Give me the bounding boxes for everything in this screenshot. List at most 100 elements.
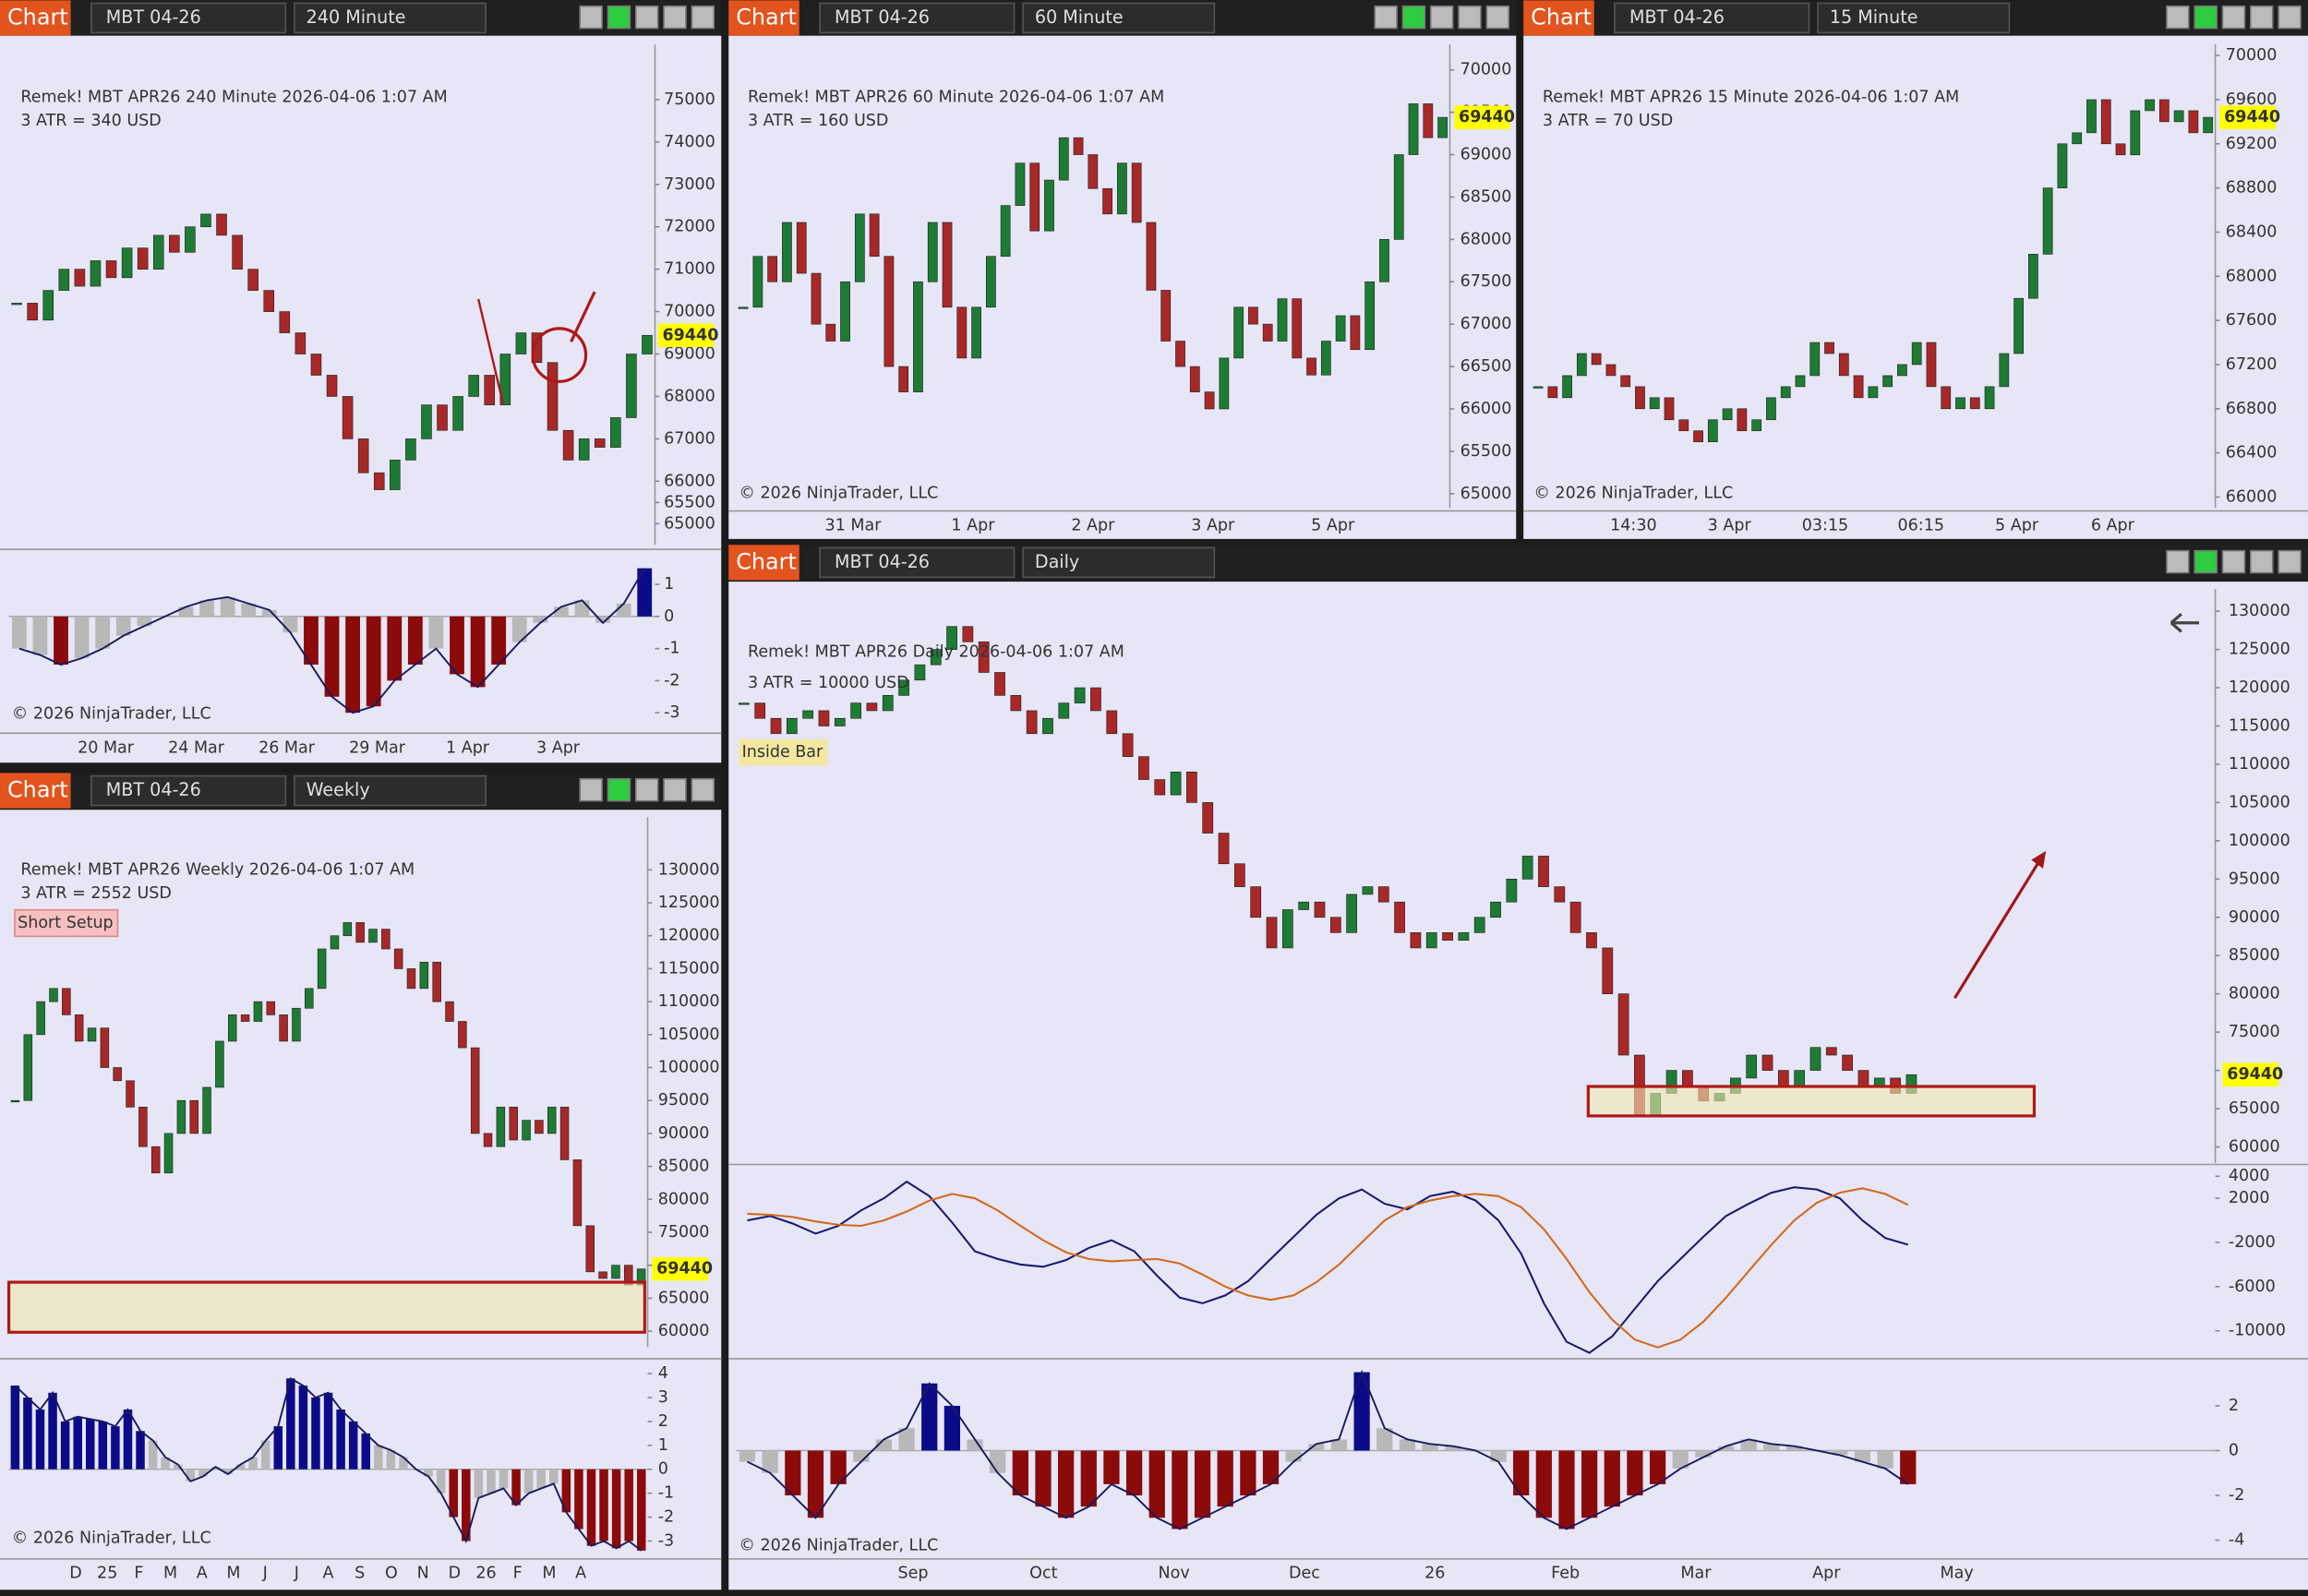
x-tick-label: 3 Apr xyxy=(1708,517,1752,535)
candle xyxy=(1350,315,1361,351)
instrument-dropdown[interactable] xyxy=(90,774,287,807)
candle xyxy=(2072,132,2083,145)
candle xyxy=(87,1027,97,1042)
candle xyxy=(1746,1054,1758,1079)
histogram-bar xyxy=(595,616,610,623)
y-tick-label: 4 xyxy=(658,1364,668,1383)
candle xyxy=(1737,408,1748,432)
y-tick-label: 66500 xyxy=(1461,357,1512,376)
window-button[interactable] xyxy=(663,5,687,30)
histogram-bar xyxy=(35,1409,45,1470)
trend-line xyxy=(477,298,505,406)
candle xyxy=(626,354,637,418)
instrument-dropdown[interactable] xyxy=(90,2,287,34)
histogram-bar xyxy=(198,1469,208,1477)
window-button[interactable] xyxy=(2278,5,2302,30)
window-button[interactable] xyxy=(1374,5,1398,30)
candle xyxy=(2100,99,2111,145)
histogram-bar xyxy=(499,1469,509,1489)
price-marker-label: 69440 xyxy=(2224,108,2280,126)
histogram-bar xyxy=(1376,1428,1393,1451)
histogram-bar xyxy=(944,1405,961,1451)
histogram-bar xyxy=(248,1457,258,1470)
candle xyxy=(137,247,149,270)
window-button[interactable] xyxy=(607,5,631,30)
candle xyxy=(305,988,314,1009)
x-tick-label: A xyxy=(575,1565,586,1583)
histogram-bar xyxy=(549,1469,559,1484)
price-marker xyxy=(2222,1062,2279,1086)
histogram-bar xyxy=(178,606,194,617)
candle xyxy=(1314,901,1326,918)
instrument-dropdown[interactable] xyxy=(1614,2,1810,34)
y-tick-label: 0 xyxy=(2229,1441,2239,1459)
candle xyxy=(202,1086,211,1134)
instrument-dropdown[interactable] xyxy=(819,2,1016,34)
interval-dropdown[interactable] xyxy=(294,2,487,34)
interval-name: Weekly xyxy=(307,779,370,800)
candle xyxy=(1042,717,1053,735)
x-tick-label: F xyxy=(513,1565,523,1583)
instrument-dropdown[interactable] xyxy=(819,546,1016,579)
candle xyxy=(914,664,926,681)
candle xyxy=(468,375,479,397)
y-tick-label: 130000 xyxy=(2229,602,2290,620)
histogram-bar xyxy=(586,1469,596,1546)
candle xyxy=(216,213,227,236)
window-button[interactable] xyxy=(2250,5,2274,30)
window-button[interactable] xyxy=(691,777,715,802)
window-button[interactable] xyxy=(634,777,659,802)
candle xyxy=(1218,833,1230,865)
histogram-bar xyxy=(523,1469,534,1494)
atr-info: 3 ATR = 70 USD xyxy=(1543,112,1673,130)
window-button[interactable] xyxy=(579,5,603,30)
candle xyxy=(355,922,365,943)
window-button[interactable] xyxy=(2194,5,2218,30)
candle xyxy=(884,256,895,367)
y-tick-label: 2000 xyxy=(2229,1189,2270,1207)
window-button[interactable] xyxy=(1401,5,1426,30)
candle xyxy=(432,961,441,1002)
y-tick-label: 65000 xyxy=(2229,1099,2280,1118)
candle xyxy=(1442,932,1453,941)
window-button[interactable] xyxy=(2194,549,2218,574)
window-button[interactable] xyxy=(2166,5,2190,30)
candle xyxy=(1635,386,1645,410)
interval-dropdown[interactable] xyxy=(1022,546,1216,579)
window-button[interactable] xyxy=(1485,5,1510,30)
copyright: © 2026 NinjaTrader, LLC xyxy=(12,1529,211,1547)
window-button[interactable] xyxy=(2166,549,2190,574)
window-button[interactable] xyxy=(1458,5,1482,30)
candle xyxy=(1131,162,1142,223)
candle xyxy=(2145,99,2155,112)
window-button[interactable] xyxy=(607,777,631,802)
window-button[interactable] xyxy=(579,777,603,802)
histogram-bar xyxy=(1262,1450,1280,1484)
candle xyxy=(1809,1047,1821,1071)
window-button[interactable] xyxy=(634,5,659,30)
candle xyxy=(1029,162,1040,232)
histogram-bar xyxy=(1445,1446,1461,1451)
histogram-bar xyxy=(474,1469,484,1498)
window-button[interactable] xyxy=(2278,549,2302,574)
window-button[interactable] xyxy=(663,777,687,802)
candle xyxy=(752,256,763,308)
histogram-bar xyxy=(1604,1450,1620,1507)
y-tick-label: 0 xyxy=(658,1460,668,1479)
window-button[interactable] xyxy=(1429,5,1454,30)
x-tick-label: S xyxy=(355,1565,365,1583)
y-tick-label: 70000 xyxy=(2226,46,2278,65)
interval-dropdown[interactable] xyxy=(1817,2,2011,34)
window-button[interactable] xyxy=(691,5,715,30)
window-button[interactable] xyxy=(2221,549,2246,574)
candle xyxy=(1911,342,1922,366)
interval-dropdown[interactable] xyxy=(1022,2,1216,34)
histogram-bar xyxy=(1172,1450,1188,1530)
window-button[interactable] xyxy=(2221,5,2246,30)
chart-tab-label: Chart xyxy=(736,4,797,30)
back-arrow[interactable] xyxy=(2170,612,2200,633)
interval-dropdown[interactable] xyxy=(294,774,487,807)
window-button[interactable] xyxy=(2250,549,2274,574)
x-tick-label: 24 Mar xyxy=(168,738,225,757)
